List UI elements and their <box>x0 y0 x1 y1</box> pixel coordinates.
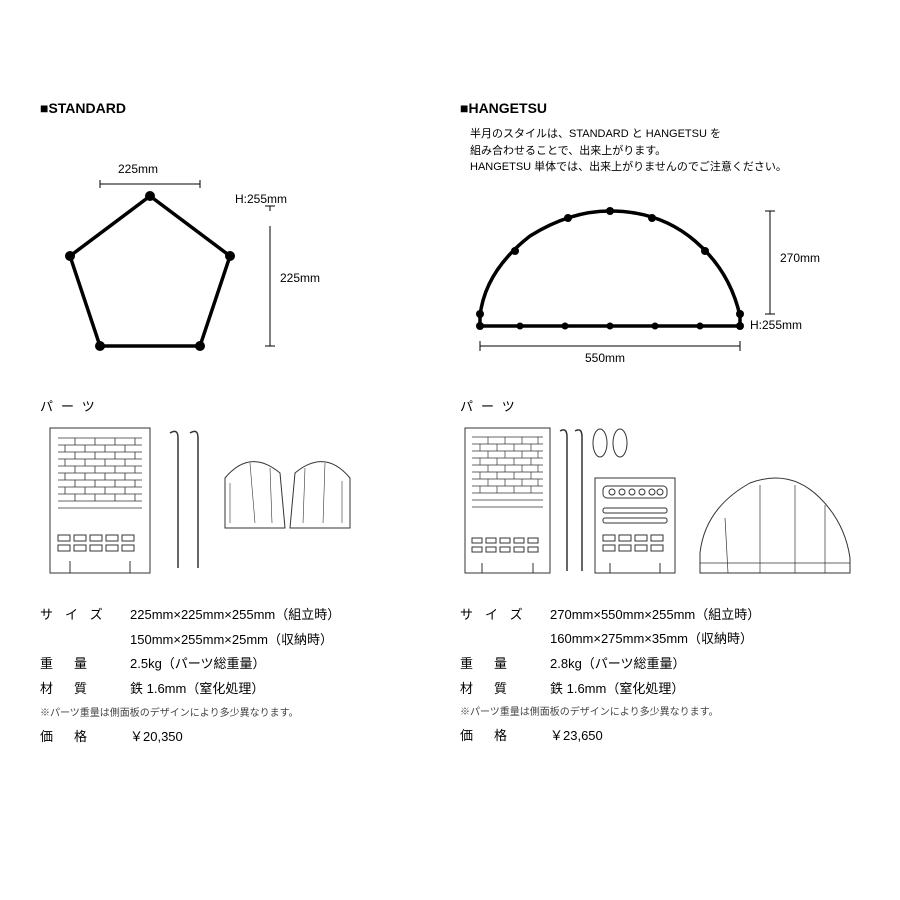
size-assembled: 270mm×550mm×255mm（組立時） <box>550 603 860 628</box>
material-value: 鉄 1.6mm（窒化処理） <box>130 677 420 702</box>
weight-label: 重 量 <box>40 652 130 677</box>
standard-price-row: 価 格 ￥20,350 <box>40 725 420 750</box>
note-line1: 半月のスタイルは、STANDARD と HANGETSU を <box>470 126 860 143</box>
size-assembled: 225mm×225mm×255mm（組立時） <box>130 603 420 628</box>
hangetsu-column: ■HANGETSU 半月のスタイルは、STANDARD と HANGETSU を… <box>460 100 860 749</box>
size-label: サイズ <box>460 603 550 628</box>
dim-height: 270mm <box>780 251 820 265</box>
hangetsu-title: ■HANGETSU <box>460 100 860 116</box>
hangetsu-parts <box>460 423 860 583</box>
hangetsu-size-row: サイズ 270mm×550mm×255mm（組立時） <box>460 603 860 628</box>
weight-label: 重 量 <box>460 652 550 677</box>
hangetsu-size-stored-row: 160mm×275mm×35mm（収納時） <box>460 627 860 652</box>
dim-h: H:255mm <box>235 192 287 206</box>
standard-parts-svg <box>40 423 420 578</box>
hangetsu-weight-row: 重 量 2.8kg（パーツ総重量） <box>460 652 860 677</box>
dim-h2: H:255mm <box>750 318 802 332</box>
dim-width: 550mm <box>585 351 625 365</box>
note-line2: 組み合わせることで、出来上がります。 <box>470 143 860 160</box>
dome-diagram <box>460 196 860 376</box>
price-label: 価 格 <box>40 725 130 750</box>
standard-title: ■STANDARD <box>40 100 420 116</box>
dim-side: 225mm <box>280 271 320 285</box>
hangetsu-parts-label: パーツ <box>460 396 860 415</box>
price-label: 価 格 <box>460 724 550 749</box>
standard-column: ■STANDARD 225mm H:2 <box>40 100 420 749</box>
material-value: 鉄 1.6mm（窒化処理） <box>550 677 860 702</box>
standard-parts <box>40 423 420 583</box>
hangetsu-diagram: 550mm 270mm H:255mm <box>460 196 860 386</box>
standard-size-row: サイズ 225mm×225mm×255mm（組立時） <box>40 603 420 628</box>
hangetsu-footnote: ※パーツ重量は側面板のデザインにより多少異なります。 <box>460 703 860 718</box>
weight-value: 2.8kg（パーツ総重量） <box>550 652 860 677</box>
standard-footnote: ※パーツ重量は側面板のデザインにより多少異なります。 <box>40 704 420 719</box>
hangetsu-price-row: 価 格 ￥23,650 <box>460 724 860 749</box>
material-label: 材 質 <box>40 677 130 702</box>
price-value: ￥23,650 <box>550 724 860 749</box>
note-line3: HANGETSU 単体では、出来上がりませんのでご注意ください。 <box>470 159 860 176</box>
standard-spacer <box>40 126 420 176</box>
price-value: ￥20,350 <box>130 725 420 750</box>
hangetsu-note: 半月のスタイルは、STANDARD と HANGETSU を 組み合わせることで… <box>470 126 860 176</box>
material-label: 材 質 <box>460 677 550 702</box>
pentagon-diagram <box>40 176 420 376</box>
size-stored: 150mm×255mm×25mm（収納時） <box>130 628 420 653</box>
hangetsu-parts-svg <box>460 423 860 578</box>
standard-weight-row: 重 量 2.5kg（パーツ総重量） <box>40 652 420 677</box>
size-label: サイズ <box>40 603 130 628</box>
weight-value: 2.5kg（パーツ総重量） <box>130 652 420 677</box>
product-spec-sheet: ■STANDARD 225mm H:2 <box>40 100 860 749</box>
standard-material-row: 材 質 鉄 1.6mm（窒化処理） <box>40 677 420 702</box>
size-stored: 160mm×275mm×35mm（収納時） <box>550 627 860 652</box>
dim-top-width: 225mm <box>118 162 158 176</box>
standard-size-stored-row: 150mm×255mm×25mm（収納時） <box>40 628 420 653</box>
hangetsu-material-row: 材 質 鉄 1.6mm（窒化処理） <box>460 677 860 702</box>
standard-parts-label: パーツ <box>40 396 420 415</box>
standard-diagram: 225mm H:255mm 225mm <box>40 176 420 386</box>
